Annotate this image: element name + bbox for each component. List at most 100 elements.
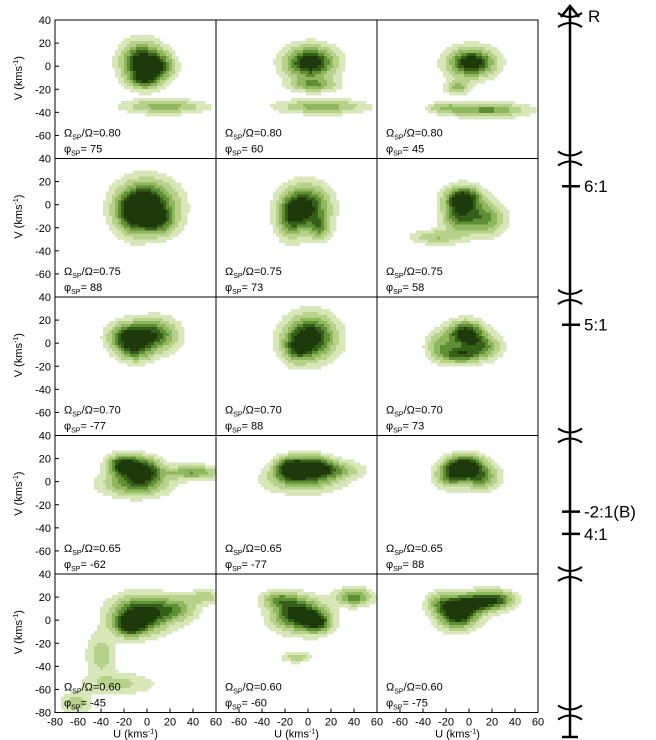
density-cell	[276, 194, 280, 198]
density-cell	[136, 242, 140, 246]
density-cell	[291, 59, 295, 63]
density-cell	[145, 176, 149, 180]
density-cell	[485, 116, 489, 120]
density-cell	[479, 68, 483, 72]
density-cell	[294, 188, 298, 192]
density-cell	[339, 68, 343, 72]
density-cell	[136, 468, 140, 472]
density-cell	[321, 101, 325, 105]
density-cell	[488, 62, 492, 66]
density-cell	[285, 215, 289, 219]
density-cell	[452, 342, 456, 346]
density-cell	[303, 330, 307, 334]
density-cell	[115, 218, 119, 222]
density-cell	[139, 218, 143, 222]
density-cell	[181, 194, 185, 198]
density-cell	[133, 77, 137, 81]
density-cell	[470, 116, 474, 120]
density-cell	[449, 351, 453, 355]
density-cell	[431, 236, 435, 240]
density-cell	[112, 215, 116, 219]
density-cell	[342, 468, 346, 472]
density-cell	[333, 471, 337, 475]
density-cell	[160, 345, 164, 349]
density-cell	[303, 110, 307, 114]
density-cell	[330, 44, 334, 48]
density-cell	[148, 333, 152, 337]
density-cell	[285, 182, 289, 186]
density-cell	[124, 38, 128, 42]
density-cell	[473, 233, 477, 237]
density-cell	[303, 474, 307, 478]
density-cell	[306, 206, 310, 210]
density-cell	[157, 98, 161, 102]
density-cell	[124, 179, 128, 183]
density-cell	[172, 327, 176, 331]
density-cell	[300, 53, 304, 57]
density-cell	[151, 194, 155, 198]
density-cell	[273, 474, 277, 478]
density-cell	[118, 459, 122, 463]
density-cell	[291, 107, 295, 111]
density-cell	[294, 71, 298, 75]
density-cell	[458, 86, 462, 90]
density-cell	[178, 462, 182, 466]
density-cell	[318, 41, 322, 45]
density-cell	[482, 221, 486, 225]
density-cell	[118, 233, 122, 237]
density-cell	[440, 191, 444, 195]
density-cell	[309, 221, 313, 225]
density-cell	[306, 65, 310, 69]
density-cell	[458, 62, 462, 66]
density-cell	[130, 176, 134, 180]
density-cell	[154, 191, 158, 195]
density-cell	[333, 318, 337, 322]
density-cell	[464, 185, 468, 189]
density-cell	[309, 188, 313, 192]
density-cell	[121, 62, 125, 66]
density-cell	[467, 342, 471, 346]
density-cell	[494, 336, 498, 340]
density-cell	[345, 465, 349, 469]
density-cell	[151, 206, 155, 210]
density-cell	[142, 179, 146, 183]
density-cell	[133, 179, 137, 183]
density-cell	[169, 191, 173, 195]
density-cell	[485, 101, 489, 105]
density-cell	[291, 363, 295, 367]
density-cell	[467, 351, 471, 355]
density-cell	[440, 351, 444, 355]
density-cell	[321, 339, 325, 343]
density-cell	[118, 318, 122, 322]
density-cell	[306, 348, 310, 352]
density-cell	[303, 101, 307, 105]
density-cell	[127, 315, 131, 319]
density-cell	[169, 480, 173, 484]
density-cell	[324, 459, 328, 463]
density-cell	[345, 477, 349, 481]
density-cell	[339, 50, 343, 54]
density-cell	[497, 206, 501, 210]
density-cell	[142, 486, 146, 490]
density-cell	[294, 318, 298, 322]
density-cell	[306, 330, 310, 334]
density-cell	[127, 456, 131, 460]
density-cell	[461, 324, 465, 328]
density-cell	[461, 80, 465, 84]
density-cell	[148, 477, 152, 481]
density-cell	[297, 41, 301, 45]
density-cell	[166, 101, 170, 105]
density-cell	[166, 203, 170, 207]
density-cell	[452, 242, 456, 246]
density-cell	[273, 483, 277, 487]
density-cell	[449, 107, 453, 111]
density-cell	[500, 351, 504, 355]
density-cell	[449, 101, 453, 105]
density-cell	[297, 309, 301, 313]
density-cell	[327, 98, 331, 102]
density-cell	[452, 224, 456, 228]
density-cell	[315, 486, 319, 490]
density-cell	[476, 236, 480, 240]
density-cell	[103, 209, 107, 213]
density-cell	[324, 89, 328, 93]
